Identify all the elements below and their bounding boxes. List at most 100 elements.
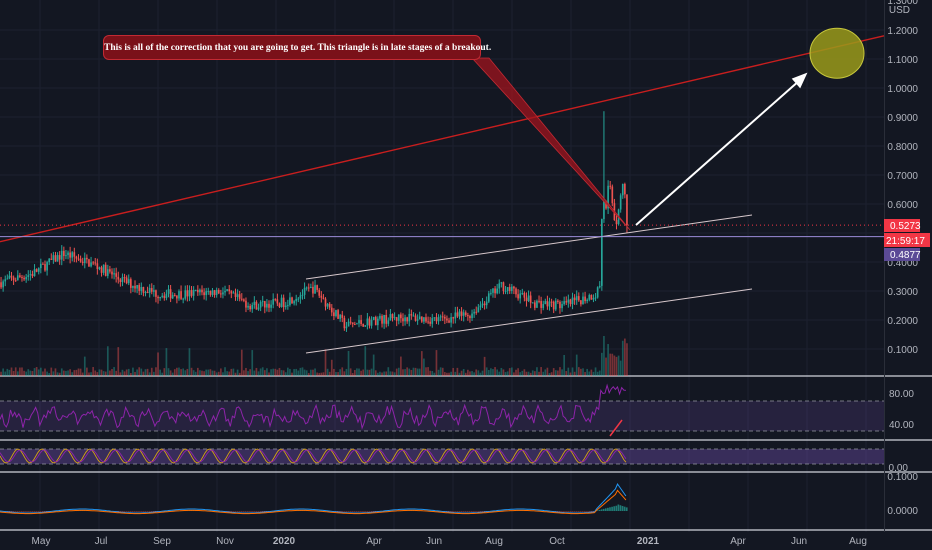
volume-bar [251,350,254,376]
volume-bar [490,368,492,376]
volume-bar [54,368,57,376]
volume-bar [464,372,467,376]
volume-bar [624,338,626,376]
candle-body [519,293,522,299]
volume-bar [289,368,291,376]
volume-bar [35,367,38,376]
volume-bar [529,372,532,376]
price-candles[interactable] [0,111,628,332]
price-tick-label: 0.4000 [887,258,918,269]
rsi-divergence-line [609,419,623,437]
candle-body [565,301,568,303]
volume-bar [276,369,279,376]
price-tick-label: 0.9000 [887,113,918,124]
candle-body [557,300,559,302]
volume-bar [113,367,115,376]
macd-histogram-bar [31,511,34,512]
candle-body [517,294,519,299]
volume-bar [356,368,358,376]
volume-bar [207,369,210,376]
volume-bar [523,369,526,376]
volume-bar [584,372,586,376]
volume-bar [127,368,130,376]
macd-histogram-bar [33,511,36,512]
macd-histogram-bar [347,511,350,512]
macd-histogram-bar [366,511,369,512]
candle-body [255,301,258,310]
macd-histogram-bar [571,511,574,512]
candle-body [312,286,314,294]
volume-bar [303,369,306,376]
macd-histogram-bar [136,511,138,512]
macd-histogram-bar [253,511,255,512]
candle-body [590,295,593,300]
candle-body [63,250,65,256]
volume-bar [37,369,40,376]
candle-body [521,292,524,294]
volume-bar [619,360,622,376]
volume-bar [496,369,499,376]
macd-pane[interactable] [0,482,628,515]
candle-body [207,291,210,293]
candle-body [146,291,149,293]
volume-bar [414,367,417,376]
macd-histogram-bar [353,511,356,512]
macd-histogram-bar [127,511,130,512]
macd-histogram-bar [150,511,153,512]
countdown-tag [884,233,930,247]
macd-histogram-bar [372,511,375,512]
candle-body [46,262,48,271]
time-axis[interactable]: May Jul Sep Nov 2020 Apr Jun Aug Oct 2021 Apr Jun Au… [32,536,867,547]
volume-bar [605,357,607,376]
volume-bar [312,369,314,376]
volume-bar [52,371,55,376]
volume-bar [278,367,281,376]
macd-histogram-bar [592,511,595,512]
candle-body [199,289,201,293]
candle-body [492,288,494,293]
candle-body [624,183,626,195]
volume-bar [368,369,371,376]
volume-bar [115,370,118,376]
volume-bar [255,367,258,376]
volume-bar [88,372,90,376]
candle-body [209,291,212,295]
volume-bar [563,354,565,376]
candle-body [54,255,57,262]
volume-bar [333,368,335,376]
volume-bar [462,369,465,376]
candle-body [563,301,565,305]
volume-bar [188,348,191,376]
macd-histogram-bar [142,511,145,512]
drawing-layer[interactable] [0,27,885,354]
volume-bar [379,371,381,376]
candle-body [575,296,578,301]
candle-body [33,269,36,277]
volume-bar [180,369,182,376]
macd-histogram-bar [573,511,576,512]
candle-body [58,255,61,260]
candle-body [356,323,358,325]
candle-body [538,300,540,302]
candle-body [192,289,195,296]
candle-body [420,316,423,322]
candle-body [364,325,367,327]
volume-bar [492,369,494,376]
stoch-rsi-pane[interactable] [0,448,884,465]
macd-histogram-bar [355,511,358,512]
candle-body [592,297,595,300]
annotation-callout[interactable]: This is all of the correction that you a… [103,35,491,60]
line-level-tag-text: 0.4877 [890,250,921,261]
macd-histogram-bar [357,511,360,512]
candle-body [226,289,228,291]
volume-bar [73,370,76,376]
rsi-pane[interactable] [0,383,884,437]
candle-body [483,303,486,306]
candle-body [496,288,499,294]
time-tick-label: Jun [426,536,442,547]
volume-bar [393,372,396,376]
volume-bar [314,368,316,376]
candle-body [159,296,161,299]
